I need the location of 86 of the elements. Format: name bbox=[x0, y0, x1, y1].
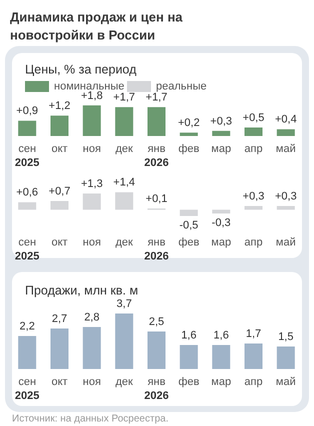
x-tick-label: окт bbox=[51, 236, 68, 248]
bar bbox=[18, 336, 36, 369]
bar bbox=[244, 344, 262, 369]
bar bbox=[82, 105, 101, 136]
data-label: +0,9 bbox=[16, 105, 38, 118]
data-label: +0,3 bbox=[210, 115, 232, 128]
data-label: 2,8 bbox=[84, 312, 100, 324]
x-tick-label: апр bbox=[244, 236, 263, 248]
data-label: 1,6 bbox=[214, 330, 229, 342]
x-tick-label: дек bbox=[115, 143, 134, 155]
x-tick-label: май bbox=[276, 376, 296, 388]
bar bbox=[50, 116, 68, 136]
x-tick-label: фев bbox=[178, 143, 200, 155]
data-label: +1,8 bbox=[80, 90, 103, 102]
x-tick-label: ноя bbox=[82, 376, 101, 388]
x-tick-label: мар bbox=[211, 143, 232, 155]
bar bbox=[115, 192, 134, 210]
data-label: +0,5 bbox=[242, 112, 264, 124]
x-tick-label: дек bbox=[115, 376, 134, 388]
bar bbox=[82, 327, 101, 369]
data-label: 2,5 bbox=[148, 316, 164, 328]
legend-label: реальные bbox=[156, 80, 207, 92]
x-tick-label: апр bbox=[244, 143, 263, 155]
x-tick-label: сен 2025 bbox=[14, 143, 40, 169]
x-tick-label: мар bbox=[211, 376, 232, 388]
x-tick-label: ноя bbox=[82, 143, 101, 155]
x-tick-label: мар bbox=[211, 236, 232, 248]
x-tick-label: дек bbox=[115, 236, 134, 248]
bar bbox=[18, 202, 36, 210]
bar bbox=[212, 130, 230, 136]
data-label: +1,4 bbox=[113, 176, 136, 189]
bar bbox=[276, 206, 295, 210]
data-label: +1,3 bbox=[80, 178, 103, 190]
bar bbox=[212, 210, 230, 214]
bar bbox=[18, 120, 36, 136]
x-tick-label: сен 2025 bbox=[14, 236, 40, 262]
data-label: 1,7 bbox=[246, 328, 262, 340]
data-label: +0,7 bbox=[48, 185, 70, 198]
bar bbox=[50, 200, 68, 210]
data-label: 3,7 bbox=[116, 298, 132, 310]
x-tick-label: окт bbox=[51, 376, 68, 388]
legend-label: номинальные bbox=[54, 80, 124, 92]
x-tick-label: янв 2026 bbox=[144, 376, 169, 402]
bar bbox=[276, 129, 295, 136]
x-tick-label: окт bbox=[51, 143, 68, 155]
x-tick-label: янв 2026 bbox=[144, 236, 169, 262]
data-label: 1,5 bbox=[278, 331, 294, 343]
bar bbox=[148, 107, 166, 136]
bar bbox=[82, 193, 101, 210]
data-label: 2,2 bbox=[20, 320, 35, 332]
chart-subtitle: Цены, % за период bbox=[25, 62, 138, 76]
x-tick-label: май bbox=[276, 236, 296, 248]
chart-title: Продажи, млн кв. м bbox=[25, 284, 138, 298]
x-tick-label: сен 2025 bbox=[14, 376, 40, 402]
data-label: -0,5 bbox=[179, 220, 198, 232]
bar bbox=[50, 328, 68, 369]
data-label: +1,2 bbox=[48, 100, 70, 112]
data-label: +0,4 bbox=[274, 114, 297, 126]
data-label: +0,6 bbox=[16, 186, 38, 199]
bar bbox=[115, 314, 134, 369]
bar bbox=[244, 128, 262, 136]
bar bbox=[212, 345, 230, 369]
data-label: +0,1 bbox=[146, 192, 168, 205]
x-tick-label: фев bbox=[178, 376, 200, 388]
data-label: 1,6 bbox=[181, 330, 196, 342]
data-label: +0,3 bbox=[242, 190, 264, 202]
x-tick-label: ноя bbox=[82, 236, 101, 248]
data-label: +0,3 bbox=[274, 190, 297, 202]
data-label: +0,2 bbox=[178, 117, 200, 130]
bar bbox=[180, 210, 198, 216]
bar bbox=[180, 345, 198, 369]
x-tick-label: янв 2026 bbox=[144, 143, 169, 169]
bar bbox=[115, 107, 134, 136]
text: Источник: на данных Росреестра. bbox=[12, 414, 168, 424]
bar bbox=[276, 346, 295, 369]
data-label: 2,7 bbox=[52, 313, 68, 325]
bar bbox=[244, 206, 262, 210]
x-tick-label: апр bbox=[244, 376, 263, 388]
chart-title: Динамика продаж и цен на новостройки в России bbox=[10, 10, 186, 42]
data-label: +1,7 bbox=[113, 92, 136, 104]
data-label: -0,3 bbox=[212, 216, 231, 229]
x-tick-label: фев bbox=[178, 236, 200, 248]
data-label: +1,7 bbox=[146, 92, 168, 104]
bar bbox=[180, 132, 198, 136]
x-tick-label: май bbox=[276, 143, 296, 155]
bar bbox=[148, 332, 166, 369]
